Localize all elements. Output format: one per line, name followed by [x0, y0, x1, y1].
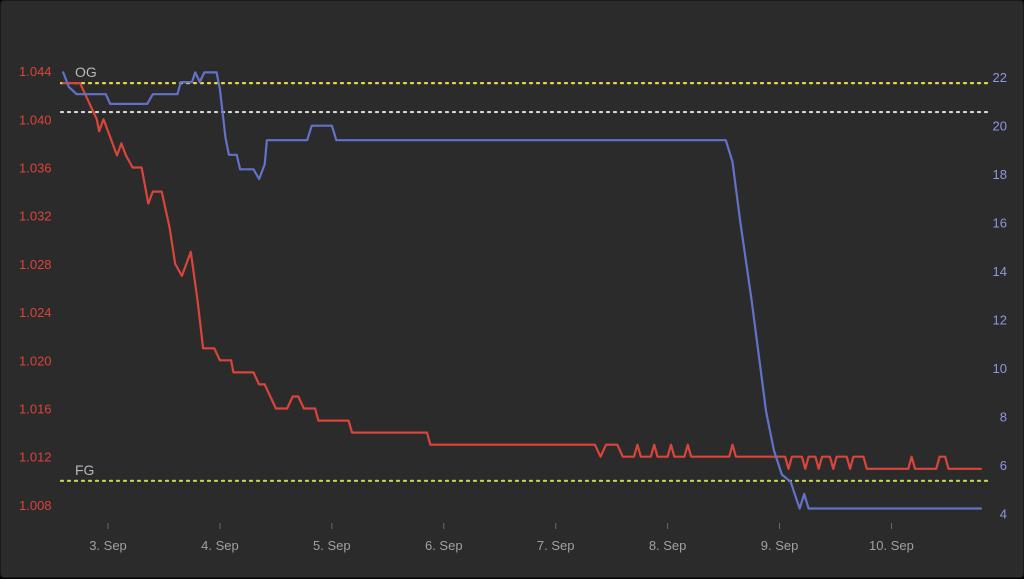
y-right-tick-label: 10	[993, 361, 1007, 376]
series-lines	[62, 71, 983, 510]
x-tick-label: 6. Sep	[425, 538, 463, 553]
y-right-tick-label: 22	[993, 70, 1007, 85]
x-axis: 3. Sep 4. Sep 5. Sep 6. Sep 7. Sep 8. Sep 9. S…	[89, 523, 914, 553]
y-right-tick-label: 8	[1000, 409, 1007, 424]
y-right-tick-label: 20	[993, 119, 1007, 134]
y-right-tick-label: 18	[993, 167, 1007, 182]
x-tick-label: 3. Sep	[89, 538, 127, 553]
gravity-series-line	[62, 82, 983, 470]
x-tick-label: 9. Sep	[761, 538, 799, 553]
x-tick-label: 7. Sep	[537, 538, 575, 553]
y-left-tick-label: 1.040	[19, 112, 52, 127]
y-left-tick-label: 1.008	[19, 498, 52, 513]
reference-lines: OG FG	[59, 64, 991, 482]
y-right-tick-label: 16	[993, 216, 1007, 231]
y-left-tick-label: 1.028	[19, 257, 52, 272]
y-left-tick-label: 1.012	[19, 450, 52, 465]
y-right-tick-label: 6	[1000, 458, 1007, 473]
y-left-tick-label: 1.044	[19, 64, 52, 79]
y-left-tick-label: 1.032	[19, 209, 52, 224]
y-right-tick-label: 12	[993, 312, 1007, 327]
y-left-tick-label: 1.020	[19, 353, 52, 368]
y-left-tick-label: 1.036	[19, 160, 52, 175]
left-axis: 1.008 1.012 1.016 1.020 1.024 1.028 1.032 1.036…	[19, 64, 52, 513]
right-axis: 4 6 8 10 12 14 16 18 20 22	[993, 70, 1007, 521]
y-left-tick-label: 1.016	[19, 402, 52, 417]
y-left-tick-label: 1.024	[19, 305, 52, 320]
x-tick-label: 10. Sep	[869, 538, 914, 553]
y-right-tick-label: 4	[1000, 506, 1007, 521]
x-tick-label: 4. Sep	[201, 538, 239, 553]
x-tick-label: 5. Sep	[313, 538, 351, 553]
y-right-tick-label: 14	[993, 264, 1007, 279]
temperature-series-line	[62, 71, 983, 510]
reference-line-label: FG	[75, 462, 94, 478]
reference-line-label: OG	[75, 64, 97, 80]
x-tick-label: 8. Sep	[649, 538, 687, 553]
